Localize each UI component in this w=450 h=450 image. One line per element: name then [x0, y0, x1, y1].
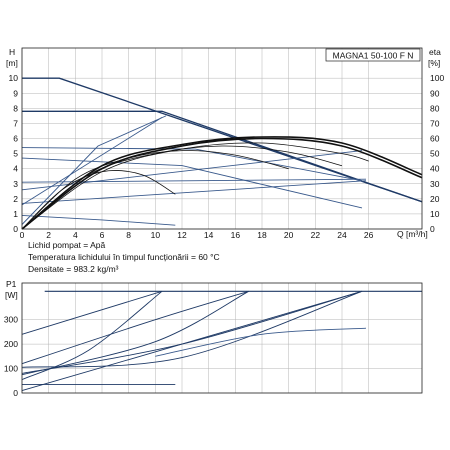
y-tick-label-right: 100 — [430, 73, 444, 83]
efficiency-curve — [21, 170, 176, 230]
y-tick-label-right: 50 — [430, 149, 440, 159]
power-tick-label: 0 — [13, 388, 18, 398]
head-curve — [21, 147, 363, 182]
x-tick-label: 0 — [20, 230, 25, 240]
x-tick-label: 26 — [364, 230, 374, 240]
y-tick-label-left: 9 — [13, 88, 18, 98]
power-tick-label: 300 — [4, 315, 18, 325]
x-axis-label: Q [m³/h] — [397, 229, 428, 239]
power-curves — [21, 290, 422, 392]
x-tick-label: 8 — [126, 230, 131, 240]
top-chart-x-ticks: 0 2 4 6 8 10 12 14 16 18 20 22 24 26 — [20, 230, 374, 240]
power-tick-label: 100 — [4, 364, 18, 374]
info-line-fluid: Lichid pompat = Apă — [28, 240, 106, 250]
power-tick-label: 200 — [4, 339, 18, 349]
y-tick-label-right: 90 — [430, 88, 440, 98]
y-tick-label-right: 80 — [430, 103, 440, 113]
y-axis-unit-left: [m] — [6, 58, 18, 68]
efficiency-curve — [21, 137, 423, 230]
y-tick-label-left: 1 — [13, 209, 18, 219]
y-tick-label-right: 40 — [430, 164, 440, 174]
head-curve — [21, 180, 367, 204]
power-curve — [21, 290, 249, 365]
chart-title: MAGNA1 50-100 F N — [333, 51, 414, 61]
head-curve — [21, 214, 176, 226]
efficiency-curves — [21, 136, 423, 230]
y-tick-label-right: 60 — [430, 134, 440, 144]
y-tick-label-right: 30 — [430, 179, 440, 189]
y-tick-label-right: 10 — [430, 209, 440, 219]
power-curve — [21, 290, 163, 381]
efficiency-curve — [21, 142, 369, 230]
top-chart-frame — [21, 47, 423, 230]
x-tick-label: 22 — [311, 230, 321, 240]
x-tick-label: 18 — [257, 230, 267, 240]
info-line-temperature: Temperatura lichidului în timpul funcțio… — [28, 252, 220, 262]
info-line-density: Densitate = 983.2 kg/m³ — [28, 264, 119, 274]
power-curve — [21, 290, 163, 335]
x-tick-label: 20 — [284, 230, 294, 240]
y-tick-label-right: 0 — [430, 224, 435, 234]
top-chart-right-ticks: 0 10 20 30 40 50 60 70 80 90 100 — [430, 73, 444, 234]
y-tick-label-right: 70 — [430, 118, 440, 128]
y-tick-label-left: 2 — [13, 194, 18, 204]
efficiency-curve — [21, 145, 343, 230]
power-curve — [21, 290, 363, 374]
y-tick-label-left: 0 — [13, 224, 18, 234]
head-curves — [21, 77, 423, 226]
power-axis-label: P1 — [6, 279, 17, 289]
y-axis-unit-right: [%] — [428, 58, 440, 68]
x-tick-label: 24 — [337, 230, 347, 240]
efficiency-curve — [21, 150, 289, 230]
head-curve — [21, 115, 167, 225]
x-tick-label: 4 — [73, 230, 78, 240]
x-tick-label: 16 — [231, 230, 241, 240]
top-chart-left-ticks: 0 1 2 3 4 5 6 7 8 9 10 — [9, 73, 19, 234]
y-tick-label-left: 8 — [13, 103, 18, 113]
head-curve — [21, 157, 363, 209]
x-tick-label: 12 — [177, 230, 187, 240]
head-curve — [21, 117, 163, 206]
y-tick-label-right: 20 — [430, 194, 440, 204]
x-tick-label: 6 — [100, 230, 105, 240]
y-tick-label-left: 7 — [13, 118, 18, 128]
model-label-box — [325, 48, 421, 62]
y-tick-label-left: 4 — [13, 164, 18, 174]
head-curve — [22, 77, 423, 203]
power-curve — [155, 327, 367, 357]
y-tick-label-left: 6 — [13, 134, 18, 144]
head-curve — [22, 110, 423, 203]
y-axis-label-left: H — [9, 47, 15, 57]
y-tick-label-left: 10 — [9, 73, 19, 83]
y-tick-label-left: 5 — [13, 149, 18, 159]
y-tick-label-left: 3 — [13, 179, 18, 189]
x-tick-label: 2 — [46, 230, 51, 240]
y-axis-label-right: eta — [429, 47, 441, 57]
bottom-chart-left-ticks: 0 100 200 300 — [4, 315, 18, 398]
power-axis-unit: [W] — [5, 290, 18, 300]
x-tick-label: 10 — [151, 230, 161, 240]
x-tick-label: 14 — [204, 230, 214, 240]
bottom-chart-frame — [21, 282, 423, 394]
top-chart-grid — [21, 48, 422, 230]
